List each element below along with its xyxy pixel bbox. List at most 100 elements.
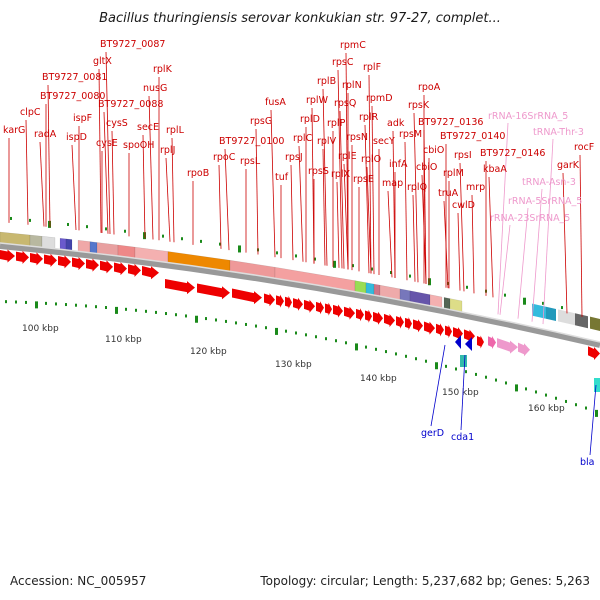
scale-label: 120 kbp	[190, 347, 227, 357]
major-tick	[143, 232, 146, 240]
leader-line	[25, 119, 29, 225]
leader-line	[105, 51, 111, 235]
leader-line	[457, 212, 461, 291]
gene-arrow	[497, 338, 518, 354]
gene-label: rplM	[443, 168, 464, 179]
gene-label: kbaA	[483, 164, 507, 175]
minor-tick	[345, 341, 347, 345]
leader-line	[368, 74, 372, 274]
gene-label: rpsQ	[334, 98, 356, 109]
gene-arrow	[464, 329, 475, 343]
minor-tick	[205, 317, 207, 321]
minor-tick	[466, 285, 468, 289]
major-tick	[275, 327, 278, 335]
gene-arrow	[384, 313, 395, 327]
minor-tick	[385, 350, 387, 354]
major-tick	[515, 384, 518, 392]
leader-line	[421, 174, 427, 284]
minor-tick	[165, 312, 167, 316]
gene-label: rplX	[331, 169, 351, 180]
minor-tick	[565, 399, 567, 403]
backbone-ring-highlight	[0, 242, 600, 343]
gene-arrow	[16, 250, 29, 264]
gene-label: rpoB	[187, 168, 209, 179]
leader-line	[142, 134, 146, 239]
minor-tick	[495, 378, 497, 382]
minor-tick	[375, 347, 377, 351]
major-tick	[48, 220, 51, 228]
leader-line	[47, 84, 51, 228]
gene-label: rplL	[166, 125, 185, 136]
minor-tick	[65, 303, 67, 307]
scale-label: 150 kbp	[442, 388, 479, 398]
minor-tick	[585, 406, 587, 410]
leader-line	[39, 141, 45, 227]
gene-label: rplJ	[160, 145, 175, 156]
gene-label: adk	[387, 118, 405, 129]
major-tick	[355, 343, 358, 351]
leader-line	[460, 354, 466, 431]
gene-arrow	[333, 304, 343, 318]
gene-labels: karG clpC radA BT9727_0080 BT9727_0081 ispD is…	[3, 39, 595, 468]
gene-label: BT9727_0140	[440, 131, 505, 142]
minor-tick	[314, 257, 316, 261]
feature-block	[558, 309, 575, 326]
gene-label: rplV	[317, 136, 337, 147]
gene-arrow	[396, 315, 404, 329]
minor-tick	[371, 267, 373, 271]
minor-tick	[145, 309, 147, 313]
minor-tick	[15, 300, 17, 304]
minus-gene-label: bla	[580, 457, 595, 468]
leader-line	[343, 163, 349, 270]
minor-tick	[185, 314, 187, 318]
gene-label: rplD	[300, 114, 320, 125]
gene-label: secE	[137, 122, 159, 133]
minus-gene-label: cda1	[451, 432, 474, 443]
minor-tick	[85, 304, 87, 308]
gene-label: cysS	[106, 118, 128, 129]
minor-tick	[561, 306, 563, 310]
scale-label: 160 kbp	[528, 404, 565, 414]
minor-tick	[575, 403, 577, 407]
gene-arrow	[0, 249, 15, 263]
minor-tick	[162, 234, 164, 238]
feature-block	[460, 355, 467, 367]
backbone-ring	[0, 243, 600, 348]
gene-label: BT9727_0100	[219, 136, 284, 147]
gene-label: infA	[389, 159, 408, 170]
minor-tick	[25, 300, 27, 304]
minor-tick	[465, 370, 467, 374]
leader-line	[322, 148, 326, 266]
gene-label: rpsJ	[285, 152, 303, 163]
gene-label: rplP	[327, 118, 346, 129]
accession-label: Accession: NC_005957	[10, 574, 147, 588]
minor-tick	[325, 337, 327, 341]
gene-arrow	[285, 295, 292, 309]
minor-tick	[305, 333, 307, 337]
minor-tick	[276, 251, 278, 255]
gene-label: rpsC	[332, 57, 354, 68]
gene-arrow	[373, 311, 383, 325]
major-tick	[333, 260, 336, 268]
feature-block	[546, 306, 556, 321]
scale-label: 130 kbp	[275, 360, 312, 370]
minor-tick	[215, 318, 217, 322]
gene-label: rpsE	[353, 174, 374, 185]
minor-tick	[405, 354, 407, 358]
scale-label: 100 kbp	[22, 324, 59, 334]
leader-line	[218, 164, 222, 249]
gene-label: rpsK	[408, 100, 430, 111]
minor-tick	[5, 300, 7, 304]
minor-tick	[525, 387, 527, 391]
leader-line	[423, 129, 427, 284]
leader-line	[459, 162, 465, 292]
leader-line	[404, 141, 408, 281]
gene-label: rpsG	[250, 116, 272, 127]
gene-arrow	[114, 262, 127, 276]
leader-line	[413, 112, 419, 283]
gene-arrow	[264, 293, 275, 307]
gene-arrow	[30, 252, 43, 266]
gene-label: rplB	[317, 76, 336, 87]
feature-block	[594, 378, 600, 392]
